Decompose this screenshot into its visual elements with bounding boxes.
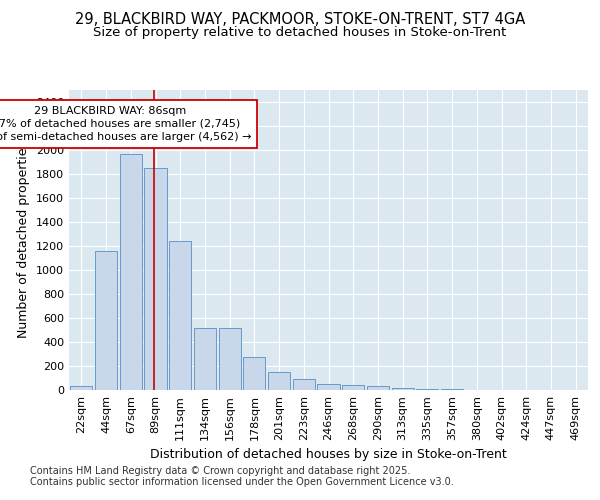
Bar: [194, 328, 216, 390]
Bar: [145, 168, 167, 390]
Bar: [169, 241, 191, 390]
Text: Contains public sector information licensed under the Open Government Licence v3: Contains public sector information licen…: [30, 477, 454, 487]
Text: 29 BLACKBIRD WAY: 86sqm
← 37% of detached houses are smaller (2,745)
62% of semi: 29 BLACKBIRD WAY: 86sqm ← 37% of detache…: [0, 106, 251, 142]
Text: Contains HM Land Registry data © Crown copyright and database right 2025.: Contains HM Land Registry data © Crown c…: [30, 466, 410, 476]
Bar: [119, 154, 142, 390]
Bar: [268, 372, 290, 390]
Bar: [416, 389, 439, 390]
Bar: [392, 388, 414, 390]
X-axis label: Distribution of detached houses by size in Stoke-on-Trent: Distribution of detached houses by size …: [150, 448, 507, 462]
Bar: [218, 328, 241, 390]
Bar: [342, 384, 364, 390]
Bar: [317, 384, 340, 390]
Bar: [293, 379, 315, 390]
Y-axis label: Number of detached properties: Number of detached properties: [17, 142, 31, 338]
Bar: [70, 386, 92, 390]
Text: Size of property relative to detached houses in Stoke-on-Trent: Size of property relative to detached ho…: [94, 26, 506, 39]
Bar: [95, 251, 117, 390]
Bar: [243, 357, 265, 390]
Bar: [367, 386, 389, 390]
Text: 29, BLACKBIRD WAY, PACKMOOR, STOKE-ON-TRENT, ST7 4GA: 29, BLACKBIRD WAY, PACKMOOR, STOKE-ON-TR…: [75, 12, 525, 28]
